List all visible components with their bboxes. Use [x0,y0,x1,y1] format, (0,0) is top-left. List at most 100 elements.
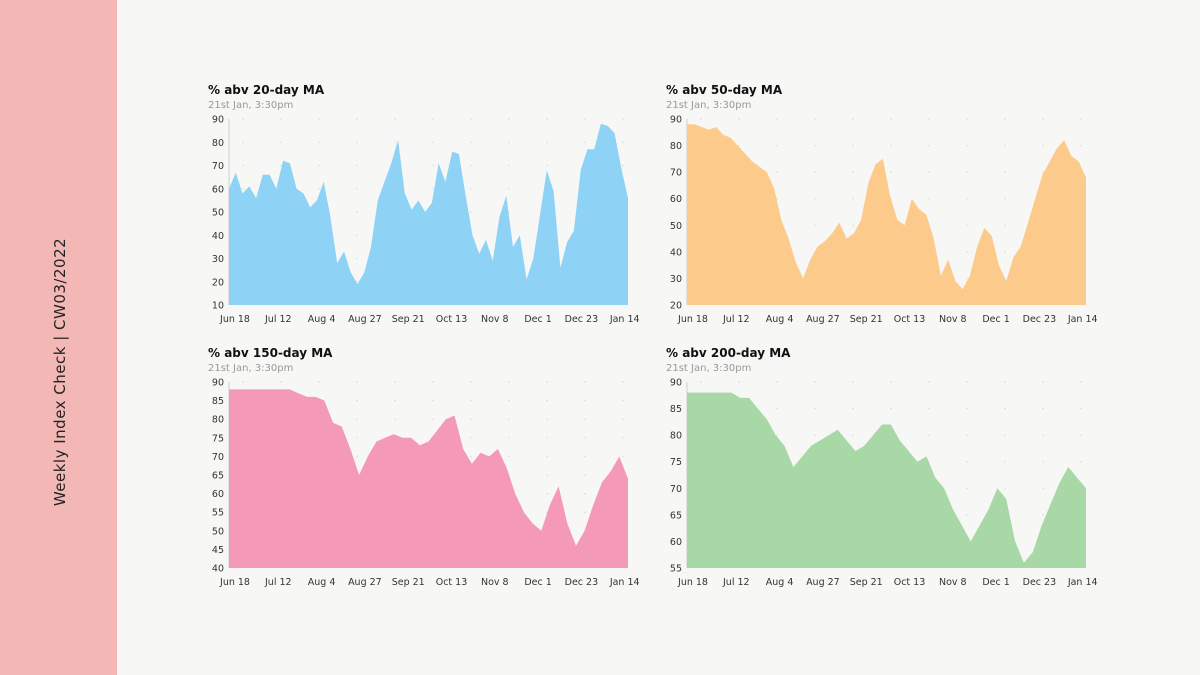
grid-dot [776,381,778,383]
y-tick-label: 55 [670,564,682,575]
y-tick-label: 55 [212,508,224,519]
grid-dot [584,437,586,439]
chart-panel-200-day: % abv 200-day MA 21st Jan, 3:30pm 55 60 65… [666,346,1106,588]
grid-dot [280,118,282,120]
grid-dot [356,211,358,213]
grid-dot [356,164,358,167]
grid-dot [852,144,854,147]
grid-dot [546,418,548,420]
grid-dot [928,381,930,383]
grid-dot [470,381,472,383]
grid-dot [546,474,548,476]
area-chart-50-day: 20 30 40 50 60 70 80 90 Jun 18 Jul 12 Aug 4 Aug 27 S… [670,115,1098,326]
grid-dot [394,418,396,420]
grid-dot [1080,434,1082,436]
grid-dot [242,381,244,383]
grid-dot [432,381,434,383]
x-tick-label: Aug 4 [308,314,336,325]
grid-dot [584,418,586,420]
grid-dot [356,141,358,143]
y-tick-label: 40 [212,564,224,575]
grid-dot [890,381,892,383]
grid-dot [356,118,358,120]
grid-dot [814,171,816,173]
y-tick-label: 70 [212,452,224,463]
grid-dot [470,188,472,190]
grid-dot [508,418,510,420]
grid-dot [432,118,434,120]
grid-dot [242,164,244,167]
x-tick-label: Sep 21 [392,314,425,325]
grid-dot [584,493,586,495]
grid-dot [1004,251,1006,253]
grid-dot [1042,144,1044,147]
grid-dot [966,118,968,120]
chart-title: % abv 150-day MA [208,346,333,360]
grid-dot [508,455,510,457]
grid-dot [622,400,624,402]
grid-dot [432,188,434,190]
area-chart-200-day: 55 60 65 70 75 80 85 90 Jun 18 Jul 12 Aug 4 Aug 27 S… [670,378,1098,589]
chart-panel-150-day: % abv 150-day MA 21st Jan, 3:30pm 40 45 50… [208,346,648,588]
y-tick-label: 60 [212,489,224,500]
grid-dot [1004,381,1006,383]
grid-dot [738,381,740,383]
x-tick-label: Dec 23 [565,314,599,325]
grid-dot [242,141,244,143]
x-tick-label: Aug 27 [806,314,840,325]
area-series [229,389,628,568]
y-tick-label: 40 [212,231,224,242]
grid-dot [470,118,472,120]
x-tick-label: Dec 23 [565,577,599,588]
grid-dot [1004,171,1006,173]
area-chart-150-day: 40 45 50 55 60 65 70 75 80 85 90 Jun 18 Jul 12 Aug 4 A… [212,378,640,589]
grid-dot [318,141,320,143]
grid-dot [508,381,510,383]
y-tick-label: 65 [212,471,224,482]
y-tick-label: 20 [670,301,682,312]
x-tick-label: Jan 14 [609,577,640,588]
x-tick-label: Aug 4 [308,577,336,588]
grid-dot [584,141,586,143]
grid-dot [966,198,968,200]
grid-dot [1042,461,1044,463]
x-tick-label: Jun 18 [677,577,708,588]
grid-dot [928,171,930,173]
grid-dot [814,407,816,410]
sidebar: Weekly Index Check | CW03/2022 [0,0,117,675]
y-tick-label: 70 [670,484,682,495]
grid-dot [546,437,548,439]
grid-dot [432,164,434,167]
x-tick-label: Oct 13 [894,314,926,325]
grid-dot [1004,198,1006,200]
grid-dot [890,118,892,120]
x-tick-label: Oct 13 [894,577,926,588]
grid-dot [1004,407,1006,410]
grid-dot [1080,118,1082,120]
grid-dot [508,437,510,439]
chart-panel-50-day: % abv 50-day MA 21st Jan, 3:30pm 20 30 40 5… [666,83,1106,325]
chart-subtitle: 21st Jan, 3:30pm [666,363,752,374]
grid-dot [1042,434,1044,436]
x-tick-label: Jul 12 [264,314,292,325]
grid-dot [776,118,778,120]
x-tick-label: Dec 1 [524,314,551,325]
grid-dot [356,281,358,283]
x-tick-label: Nov 8 [939,314,967,325]
y-tick-label: 60 [670,194,682,205]
x-tick-label: Nov 8 [481,577,509,588]
grid-dot [470,400,472,402]
grid-dot [318,164,320,167]
x-tick-label: Jan 14 [1067,314,1098,325]
grid-dot [928,198,930,200]
x-tick-label: Aug 27 [806,577,840,588]
y-tick-label: 70 [212,161,224,172]
chart-panel-20-day: % abv 20-day MA 21st Jan, 3:30pm 10 20 30 4… [208,83,648,325]
grid-dot [318,118,320,120]
grid-dot [356,455,358,457]
grid-dot [280,141,282,143]
grid-dot [814,224,816,226]
y-tick-label: 50 [212,526,224,537]
chart-subtitle: 21st Jan, 3:30pm [666,100,752,111]
grid-dot [814,434,816,436]
